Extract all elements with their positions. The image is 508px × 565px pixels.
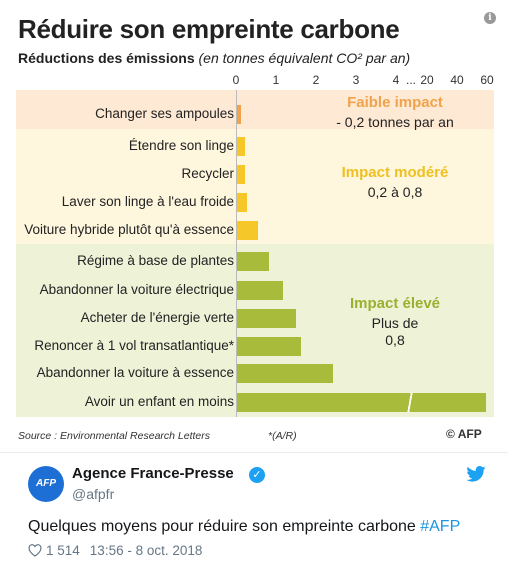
info-icon[interactable]: i xyxy=(484,12,496,24)
category-title-low: Faible impact xyxy=(347,94,443,111)
bar-label: Recycler xyxy=(181,166,234,181)
bar-label: Avoir un enfant en moins xyxy=(84,394,234,409)
zero-axis-line xyxy=(236,90,237,417)
tweet-timestamp[interactable]: 13:56 - 8 oct. 2018 xyxy=(89,543,203,558)
hashtag-link[interactable]: #AFP xyxy=(420,518,461,535)
bar xyxy=(237,137,246,156)
bar-label: Changer ses ampoules xyxy=(95,106,234,121)
card-divider xyxy=(0,452,508,453)
tweet-text: Quelques moyens pour réduire son emprein… xyxy=(28,518,460,536)
axis-tick-label: 40 xyxy=(450,73,464,87)
bar-label: Abandonner la voiture électrique xyxy=(39,282,234,297)
bar-label: Laver son linge à l'eau froide xyxy=(61,194,234,209)
category-desc-moderate: 0,2 à 0,8 xyxy=(367,184,423,200)
bar-label: Acheter de l'énergie verte xyxy=(80,310,234,325)
bar xyxy=(237,105,241,124)
bar xyxy=(237,337,301,356)
band-low-impact xyxy=(16,90,494,129)
bar-label: Voiture hybride plutôt qu'à essence xyxy=(24,222,234,237)
bar-label: Étendre son linge xyxy=(128,138,234,153)
bar xyxy=(237,252,269,271)
tweet-body: Quelques moyens pour réduire son emprein… xyxy=(28,518,421,535)
bar xyxy=(237,364,333,383)
bar xyxy=(237,309,296,328)
subtitle-bold: Réductions des émissions xyxy=(18,50,195,66)
verified-badge-icon: ✓ xyxy=(249,467,265,483)
afp-credit: © AFP xyxy=(446,427,482,441)
author-handle[interactable]: @afpfr xyxy=(72,486,115,502)
bar xyxy=(237,393,486,412)
chart-title: Réduire son empreinte carbone xyxy=(18,14,400,44)
axis-tick-label: 2 xyxy=(312,73,320,87)
source-note: Source : Environmental Research Letters xyxy=(18,430,211,442)
bar-label: Abandonner la voiture à essence xyxy=(36,365,234,380)
author-name[interactable]: Agence France-Presse xyxy=(72,465,234,482)
twitter-bird-icon[interactable] xyxy=(466,466,486,482)
bar-label: Renoncer à 1 vol transatlantique* xyxy=(34,338,234,353)
bar xyxy=(237,281,283,300)
band-high-impact xyxy=(16,244,494,417)
axis-tick-label: 1 xyxy=(272,73,280,87)
axis-tick-label: 20 xyxy=(420,73,434,87)
bar-label: Régime à base de plantes xyxy=(77,253,234,268)
footnote: *(A/R) xyxy=(268,430,297,442)
infographic: Réduire son empreinte carbone i Réductio… xyxy=(16,12,496,442)
category-title-high: Impact élevé xyxy=(349,295,441,312)
chart-subtitle: Réductions des émissions (en tonnes équi… xyxy=(18,50,410,66)
axis-tick-label: 4 xyxy=(392,73,400,87)
axis-tick-label: 0 xyxy=(232,73,240,87)
avatar[interactable]: AFP xyxy=(28,466,64,502)
category-title-moderate: Impact modéré xyxy=(341,164,449,181)
heart-icon[interactable] xyxy=(28,544,42,557)
axis-tick-label: 3 xyxy=(352,73,360,87)
axis-tick-label: ... xyxy=(405,73,417,87)
category-desc-high-line2: 0,8 xyxy=(385,332,405,348)
axis-tick-label: 60 xyxy=(480,73,494,87)
bar xyxy=(237,165,246,184)
category-desc-low: - 0,2 tonnes par an xyxy=(336,114,454,130)
subtitle-italic: (en tonnes équivalent CO² par an) xyxy=(198,50,411,66)
bar xyxy=(237,193,247,212)
tweet-meta: 1 514 13:56 - 8 oct. 2018 xyxy=(28,543,212,558)
axis-break-mark xyxy=(407,393,413,412)
category-desc-high-line1: Plus de xyxy=(371,315,419,331)
bar xyxy=(237,221,258,240)
like-count[interactable]: 1 514 xyxy=(46,543,80,558)
